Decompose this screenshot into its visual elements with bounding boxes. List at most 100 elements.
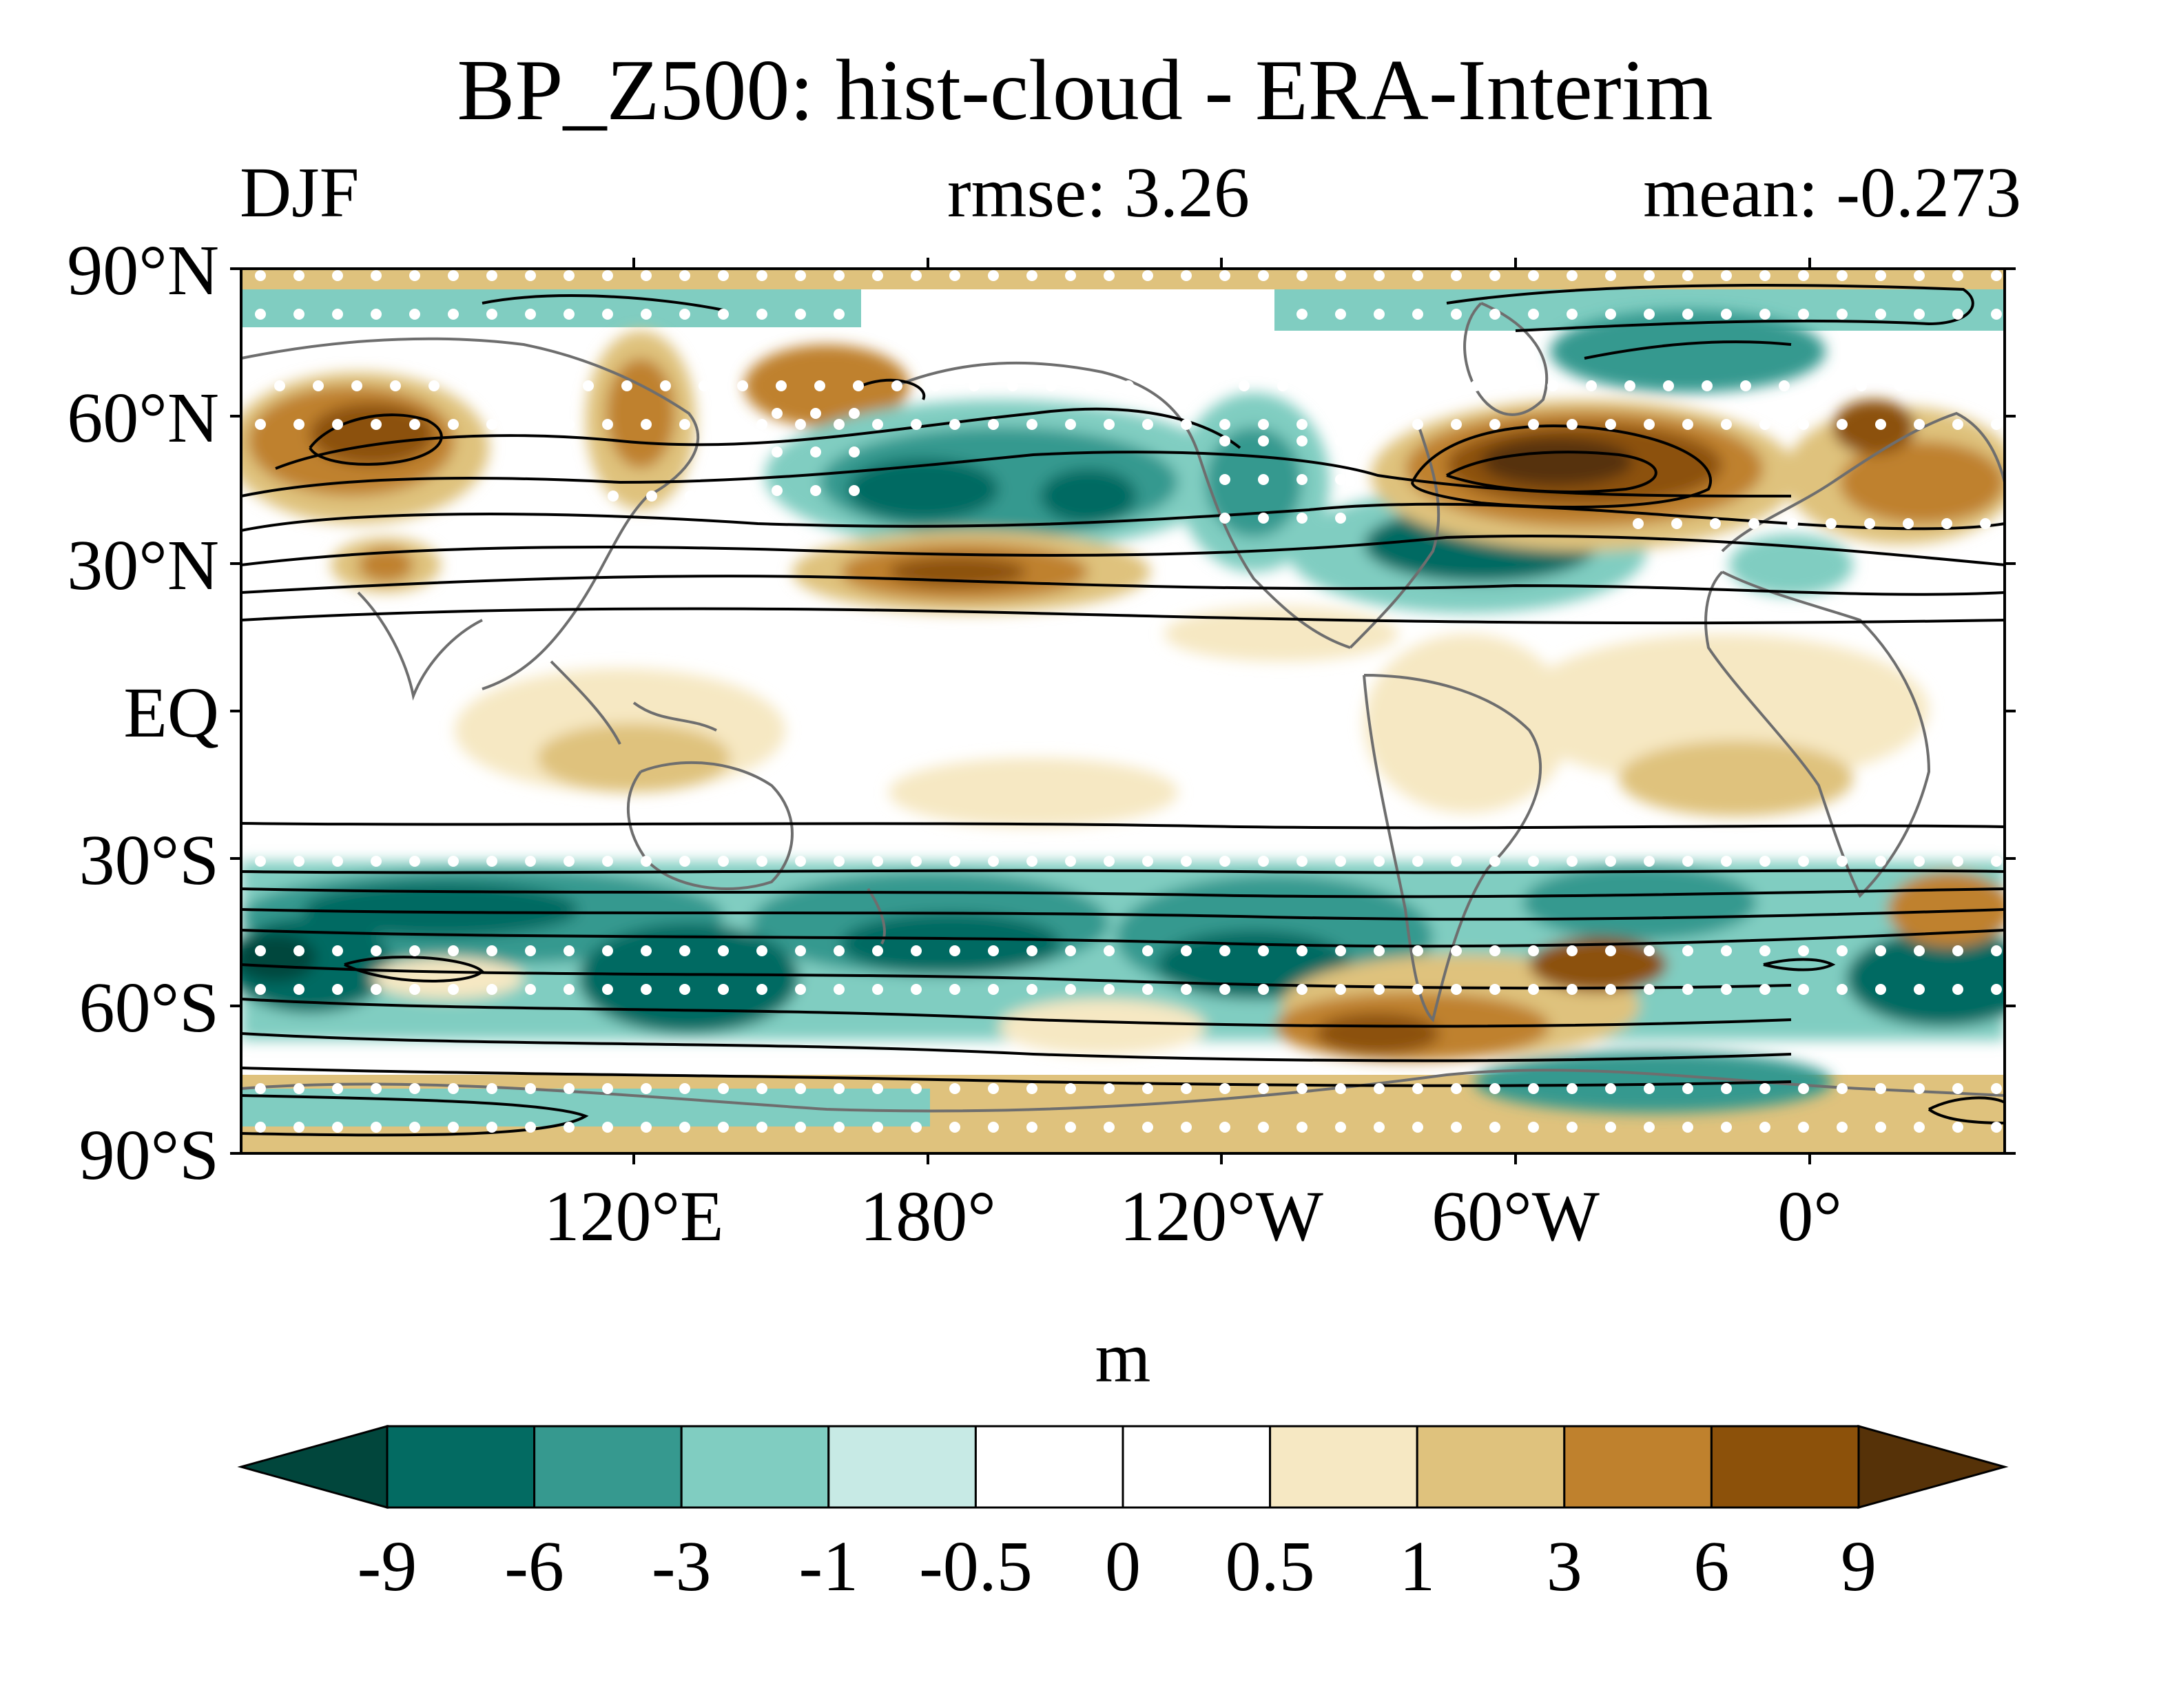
stipple-dot [641,1122,652,1133]
stipple-dot [448,419,459,430]
colorbar-box [680,1425,830,1509]
stipple-dot [1991,1122,2002,1133]
stipple-dot [1335,984,1346,995]
stipple-dot [1798,419,1809,430]
contour-sh-13 [1928,1096,2005,1125]
stipple-dot [293,945,304,956]
stipple-dot [1952,856,1963,867]
stipple-dot [293,1083,304,1094]
stipple-dot [756,419,767,430]
stipple-dot [795,1083,806,1094]
stipple-dot [1721,309,1732,320]
stipple-dot [530,491,541,502]
stipple-dot [641,419,652,430]
stipple-dot [1219,1083,1230,1094]
so-negative-indian-south [579,923,799,1033]
stipple-dot [969,380,980,391]
stipple-dot [949,945,960,956]
stipple-dot [448,945,459,956]
stipple-dot [409,984,420,995]
colorbar-box [386,1425,536,1509]
stipple-dot [621,380,632,391]
stipple-dot [872,270,883,281]
stipple-dot [255,270,266,281]
coast-nz [867,887,886,945]
stipple-dot [1721,945,1732,956]
contour-sh-12 [1763,958,1836,971]
lon-label-60w: 60°W [1432,1177,1600,1256]
stipple-dot [1952,419,1963,430]
contour-nh-13 [860,378,926,400]
so-negative-west-core [241,934,317,982]
stipple-dot [1991,309,2002,320]
stipple-dot [1721,856,1732,867]
colorbar-level-label: 6 [1693,1527,1729,1606]
stipple-dot [872,309,883,320]
stipple-dot [1914,945,1925,956]
stipple-dot [1335,270,1346,281]
lon-label-180: 180° [860,1177,996,1256]
stipple-dot [1489,270,1500,281]
stipple-dot [776,380,787,391]
stipple-dot [1798,984,1809,995]
stipple-dot [834,419,845,430]
stipple-dot [1470,380,1481,391]
stipple-dot [1026,309,1037,320]
stipple-dot [371,419,382,430]
stipple-dot [1181,309,1192,320]
stipple-dot [872,945,883,956]
stipple-dot [1644,1083,1655,1094]
stipple-dot [1952,1083,1963,1094]
stipple-dot [1914,270,1925,281]
colorbar-level-label: -1 [798,1527,858,1606]
stipple-dot [1567,984,1578,995]
stipple-dot [679,1083,690,1094]
stipple-dot [428,380,440,391]
stipple-dot [332,309,343,320]
stipple-dot [1528,270,1539,281]
stipple-dot [293,984,304,995]
stipple-dot [718,270,729,281]
stipple-dot [1991,945,2002,956]
contour-sh-8 [241,1032,1792,1062]
stipple-dot [1296,419,1308,430]
significance-stippling [241,270,2002,1133]
stipple-dot [911,984,922,995]
stipple-dot [1026,1122,1037,1133]
stipple-dot [1914,856,1925,867]
stipple-dot [1104,270,1115,281]
lat-labels: 90°N 60°N 30°N EQ 30°S 60°S 90°S [67,231,219,1195]
stipple-dot [1644,270,1655,281]
colorbar-box [1122,1425,1272,1509]
stipple-dot [1123,380,1134,391]
stipple-dot [1219,856,1230,867]
contour-sh-1 [241,822,2005,830]
stipple-dot [332,984,343,995]
stipple-dot [1026,856,1037,867]
stipple-dot [1972,380,1983,391]
stipple-dot [1065,856,1076,867]
stipple-dot [949,856,960,867]
stipple-dot [1624,380,1635,391]
antarctic-negative [1474,1051,1832,1113]
europe-positive-center [1832,400,1915,455]
stipple-dot [1798,856,1809,867]
stipple-dot [756,309,767,320]
stipple-dot [1914,309,1925,320]
tropical-anomalies [455,606,1929,827]
stipple-dot [1489,419,1500,430]
stipple-dot [1432,380,1443,391]
stipple-dot [1412,270,1423,281]
stipple-dot [756,945,767,956]
stipple-dot [641,856,652,867]
coast-india [357,591,483,701]
stipple-dot [1181,945,1192,956]
stipple-dot [255,1122,266,1133]
stipple-dot [949,419,960,430]
stipple-dot [1547,380,1558,391]
stipple-dot [699,380,710,391]
colorbar-extend-high [1857,1425,2009,1509]
stipple-dot [849,446,860,457]
stipple-dot [1864,518,1875,529]
stipple-dot [1219,513,1230,524]
